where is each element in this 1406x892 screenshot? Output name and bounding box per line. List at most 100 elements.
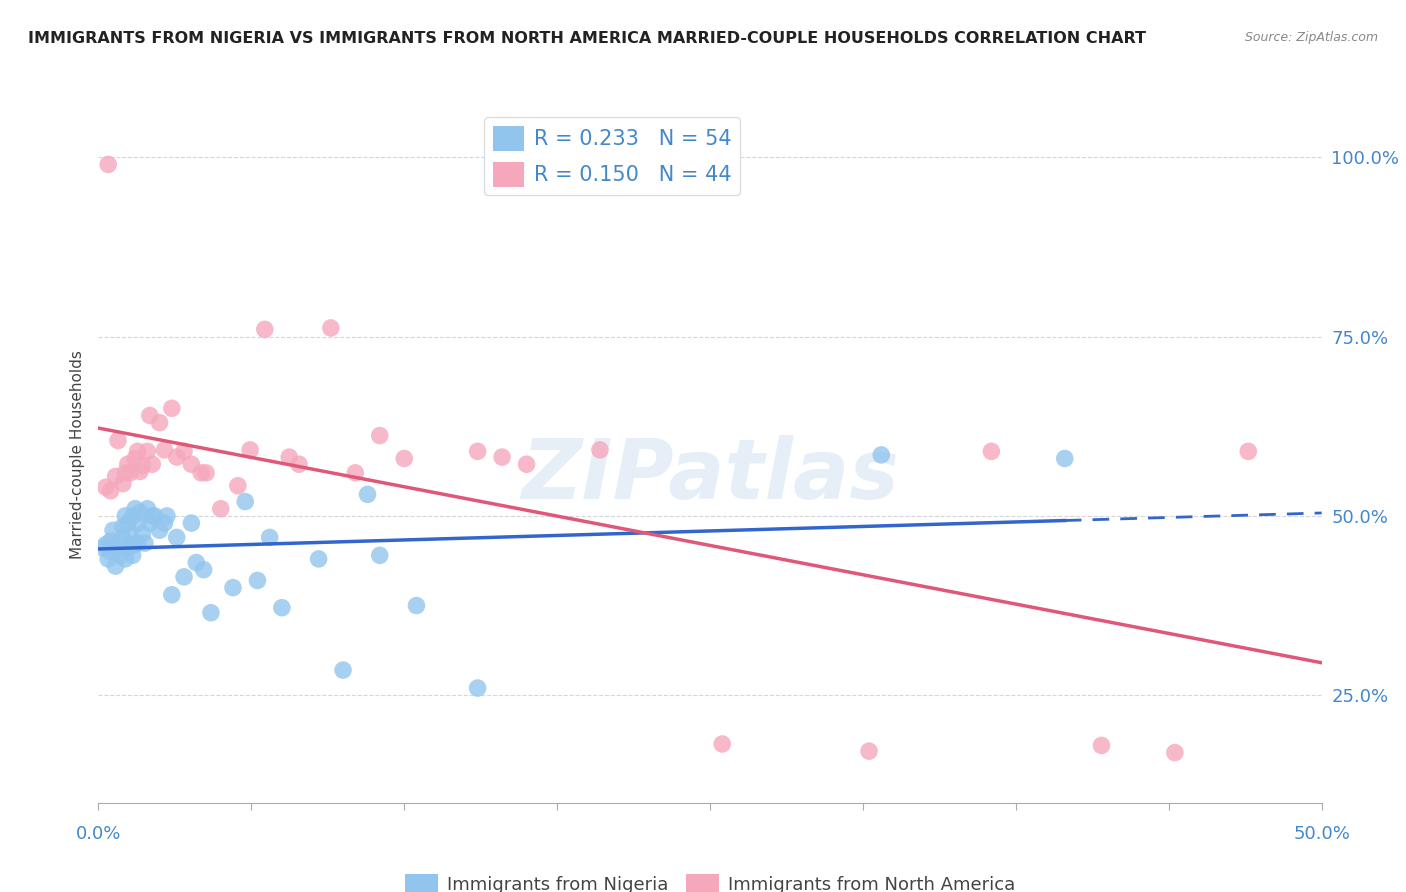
- Point: [467, 681, 489, 695]
- Point: [467, 444, 489, 458]
- Point: [111, 476, 134, 491]
- Point: [141, 508, 163, 523]
- Point: [980, 444, 1002, 458]
- Point: [129, 505, 152, 519]
- Point: [233, 494, 256, 508]
- Point: [127, 536, 149, 550]
- Point: [173, 570, 195, 584]
- Point: [344, 466, 367, 480]
- Point: [120, 526, 142, 541]
- Point: [110, 549, 132, 563]
- Point: [143, 508, 166, 523]
- Point: [136, 501, 159, 516]
- Point: [111, 519, 134, 533]
- Point: [180, 457, 202, 471]
- Point: [515, 457, 537, 471]
- Point: [356, 487, 378, 501]
- Point: [121, 549, 143, 563]
- Point: [127, 516, 149, 530]
- Point: [589, 442, 612, 457]
- Point: [97, 552, 120, 566]
- Text: Source: ZipAtlas.com: Source: ZipAtlas.com: [1244, 31, 1378, 45]
- Point: [160, 401, 183, 416]
- Point: [711, 737, 734, 751]
- Point: [209, 501, 232, 516]
- Point: [1237, 444, 1260, 458]
- Point: [114, 508, 136, 523]
- Point: [100, 545, 122, 559]
- Point: [124, 451, 146, 466]
- Point: [319, 321, 342, 335]
- Point: [120, 466, 142, 480]
- Point: [166, 450, 188, 464]
- Point: [139, 409, 162, 423]
- Point: [127, 444, 149, 458]
- Point: [124, 538, 146, 552]
- Point: [1090, 739, 1112, 753]
- Point: [111, 530, 134, 544]
- Point: [308, 552, 330, 566]
- Text: 0.0%: 0.0%: [76, 825, 121, 843]
- Point: [107, 536, 129, 550]
- Point: [200, 606, 222, 620]
- Point: [270, 600, 294, 615]
- Point: [180, 516, 202, 530]
- Point: [107, 541, 129, 556]
- Point: [97, 157, 120, 171]
- Point: [332, 663, 354, 677]
- Point: [94, 538, 117, 552]
- Point: [141, 457, 163, 471]
- Point: [139, 516, 162, 530]
- Text: IMMIGRANTS FROM NIGERIA VS IMMIGRANTS FROM NORTH AMERICA MARRIED-COUPLE HOUSEHOL: IMMIGRANTS FROM NIGERIA VS IMMIGRANTS FR…: [28, 31, 1146, 46]
- Point: [193, 563, 215, 577]
- Point: [114, 552, 136, 566]
- Point: [858, 744, 880, 758]
- Point: [101, 523, 124, 537]
- Point: [134, 536, 156, 550]
- Point: [100, 483, 122, 498]
- Point: [136, 444, 159, 458]
- Point: [153, 516, 176, 530]
- Point: [166, 530, 188, 544]
- Point: [131, 526, 153, 541]
- Point: [129, 464, 152, 478]
- Point: [91, 541, 114, 556]
- Point: [491, 450, 513, 464]
- Point: [239, 442, 262, 457]
- Point: [278, 450, 301, 464]
- Point: [1053, 451, 1076, 466]
- Point: [117, 541, 139, 556]
- Text: ZIPatlas: ZIPatlas: [522, 435, 898, 516]
- Y-axis label: Married-couple Households: Married-couple Households: [69, 351, 84, 559]
- Point: [114, 466, 136, 480]
- Point: [94, 480, 117, 494]
- Point: [222, 581, 245, 595]
- Point: [100, 533, 122, 548]
- Point: [160, 588, 183, 602]
- Point: [186, 556, 208, 570]
- Point: [104, 559, 127, 574]
- Point: [259, 530, 281, 544]
- Point: [117, 457, 139, 471]
- Legend: R = 0.233   N = 54, R = 0.150   N = 44: R = 0.233 N = 54, R = 0.150 N = 44: [484, 118, 740, 195]
- Point: [405, 599, 427, 613]
- Point: [190, 466, 212, 480]
- Point: [149, 416, 172, 430]
- Point: [195, 466, 218, 480]
- Point: [253, 322, 276, 336]
- Point: [1164, 746, 1187, 760]
- Point: [117, 516, 139, 530]
- Point: [288, 457, 311, 471]
- Point: [368, 549, 391, 563]
- Point: [173, 444, 195, 458]
- Point: [121, 508, 143, 523]
- Point: [153, 442, 176, 457]
- Point: [107, 434, 129, 448]
- Text: 50.0%: 50.0%: [1294, 825, 1350, 843]
- Point: [149, 523, 172, 537]
- Point: [104, 469, 127, 483]
- Point: [226, 479, 249, 493]
- Point: [246, 574, 269, 588]
- Point: [392, 451, 416, 466]
- Point: [156, 508, 179, 523]
